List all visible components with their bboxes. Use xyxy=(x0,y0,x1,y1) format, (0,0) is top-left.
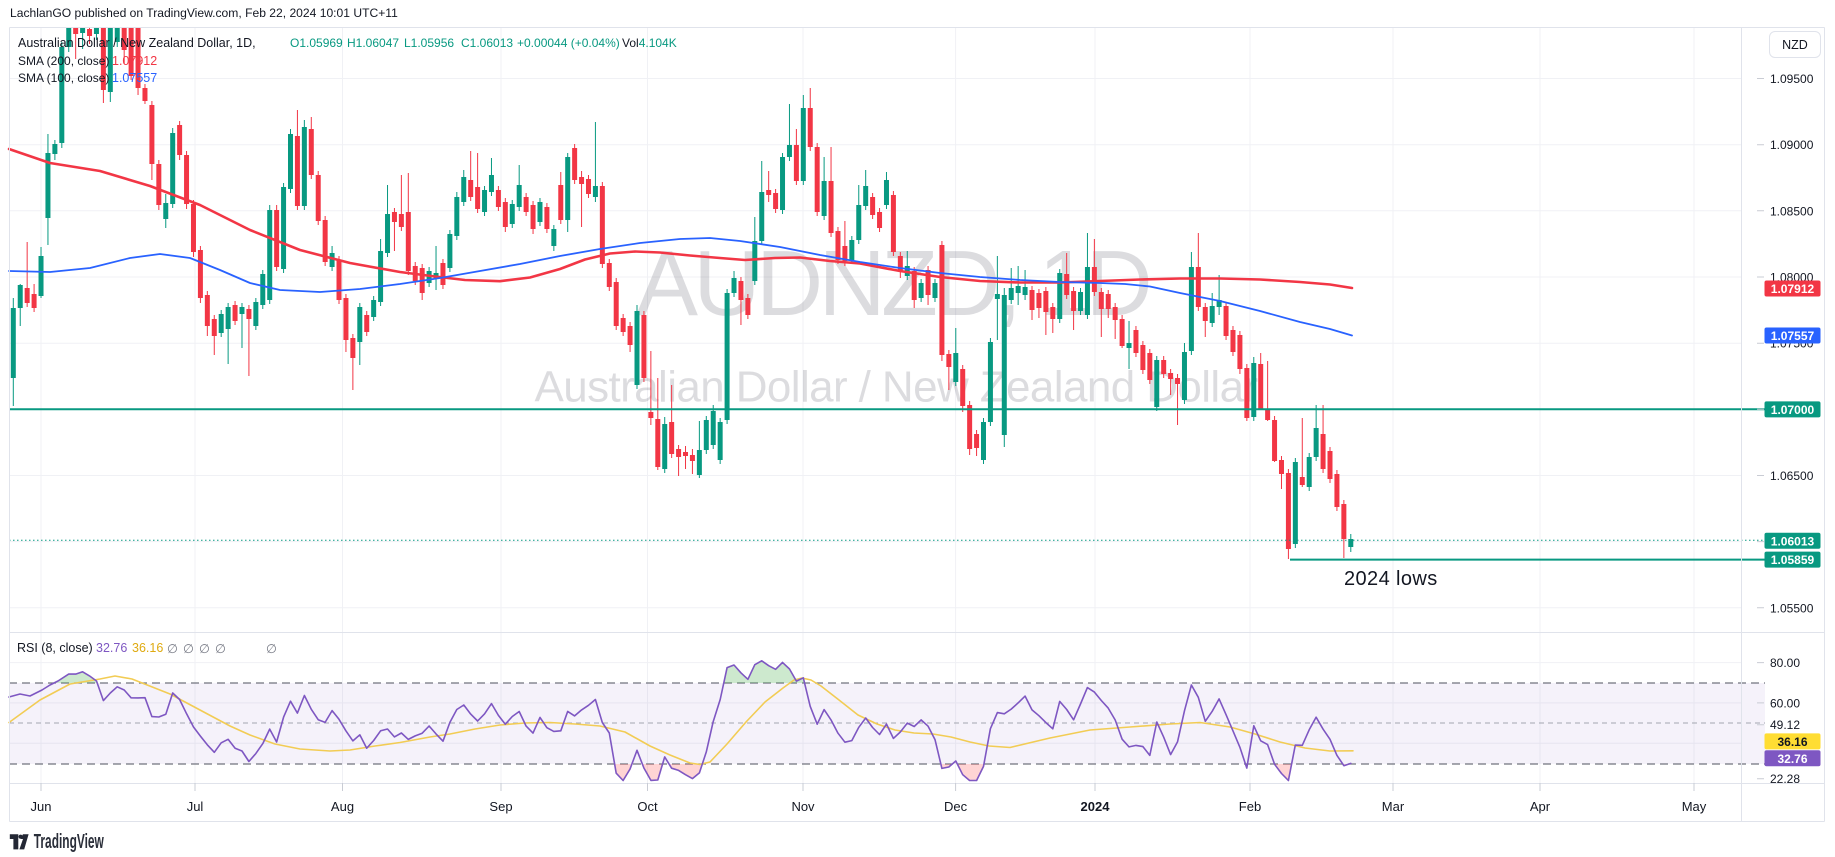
svg-text:22.28: 22.28 xyxy=(1770,772,1800,786)
svg-text:1.09000: 1.09000 xyxy=(1770,138,1814,152)
svg-text:Mar: Mar xyxy=(1382,799,1405,814)
svg-text:2024: 2024 xyxy=(1081,799,1111,814)
svg-text:1.05500: 1.05500 xyxy=(1770,601,1814,615)
svg-text:Apr: Apr xyxy=(1530,799,1551,814)
svg-text:1.09500: 1.09500 xyxy=(1770,72,1814,86)
svg-text:Jul: Jul xyxy=(187,799,204,814)
svg-text:May: May xyxy=(1682,799,1707,814)
svg-text:49.12: 49.12 xyxy=(1770,718,1800,732)
svg-text:Feb: Feb xyxy=(1239,799,1261,814)
svg-text:1.05859: 1.05859 xyxy=(1771,553,1815,567)
svg-text:1.06013: 1.06013 xyxy=(1771,534,1815,548)
svg-text:TradingView: TradingView xyxy=(34,831,104,853)
svg-text:Aug: Aug xyxy=(331,799,354,814)
svg-text:Oct: Oct xyxy=(637,799,658,814)
svg-text:1.07000: 1.07000 xyxy=(1771,403,1815,417)
svg-text:1.06500: 1.06500 xyxy=(1770,469,1814,483)
svg-text:1.07557: 1.07557 xyxy=(1771,329,1815,343)
svg-text:Dec: Dec xyxy=(944,799,968,814)
svg-text:Australian Dollar / New Zealan: Australian Dollar / New Zealand Dollar xyxy=(534,363,1257,412)
svg-text:1.08500: 1.08500 xyxy=(1770,204,1814,218)
svg-text:32.76: 32.76 xyxy=(1777,752,1807,766)
svg-text:36.16: 36.16 xyxy=(1777,735,1807,749)
svg-text:Jun: Jun xyxy=(31,799,52,814)
svg-text:1.07912: 1.07912 xyxy=(1771,282,1815,296)
svg-text:Nov: Nov xyxy=(791,799,815,814)
svg-text:2024 lows: 2024 lows xyxy=(1344,568,1438,590)
svg-text:Sep: Sep xyxy=(489,799,512,814)
svg-text:80.00: 80.00 xyxy=(1770,656,1800,670)
svg-text:60.00: 60.00 xyxy=(1770,696,1800,710)
